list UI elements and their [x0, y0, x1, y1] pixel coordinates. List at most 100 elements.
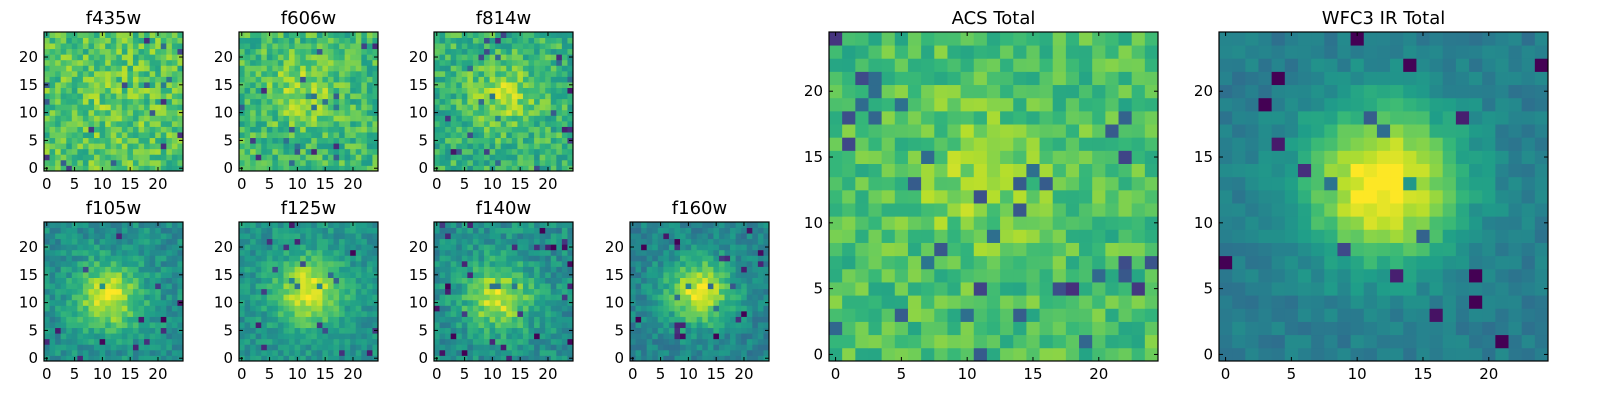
heatmap-cell [116, 333, 123, 340]
heatmap-cell [127, 59, 134, 66]
heatmap-cell [467, 159, 474, 166]
heatmap-cell [322, 310, 329, 317]
heatmap-cell [166, 283, 173, 290]
heatmap-cell [921, 189, 935, 204]
heatmap-cell [366, 322, 373, 329]
heatmap-cell [696, 310, 703, 317]
heatmap-cell [366, 355, 373, 362]
heatmap-cell [55, 82, 62, 88]
heatmap-cell [77, 148, 84, 155]
heatmap-cell [691, 294, 698, 301]
heatmap-cell [49, 143, 56, 150]
heatmap-cell [511, 115, 518, 122]
heatmap-cell [361, 238, 368, 245]
heatmap-cell [707, 299, 714, 306]
heatmap-cell [266, 48, 273, 55]
heatmap-cell [49, 277, 56, 284]
heatmap-cell [713, 299, 720, 306]
heatmap-cell [155, 120, 162, 127]
heatmap-cell [495, 322, 502, 329]
heatmap-cell [718, 238, 725, 245]
heatmap-cell [718, 344, 725, 351]
heatmap-cell [366, 244, 373, 251]
heatmap-cell [160, 344, 167, 351]
heatmap-cell [272, 120, 279, 127]
heatmap-cell [294, 294, 301, 301]
heatmap-cell [746, 238, 753, 245]
heatmap-cell [439, 227, 446, 234]
heatmap-cell [973, 255, 988, 270]
heatmap-cell [255, 272, 262, 278]
heatmap-cell [294, 344, 301, 351]
heatmap-cell [556, 48, 563, 55]
heatmap-cell [752, 294, 759, 301]
x-tick-label: 0 [432, 365, 442, 383]
heatmap-cell [144, 288, 151, 295]
heatmap-cell [166, 338, 173, 345]
heatmap-cell [355, 338, 362, 345]
heatmap-cell [472, 82, 479, 88]
heatmap-cell [261, 272, 268, 278]
heatmap-cell [702, 277, 709, 284]
heatmap-cell [305, 272, 312, 278]
heatmap-cell [467, 310, 474, 317]
heatmap-cell [294, 70, 301, 77]
heatmap-cell [539, 132, 546, 139]
heatmap-cell [500, 43, 507, 50]
heatmap-cell [166, 59, 173, 66]
heatmap-cell [316, 283, 323, 290]
heatmap-cell [99, 126, 106, 133]
heatmap-cell [311, 137, 318, 144]
heatmap-cell [77, 277, 84, 284]
heatmap-cell [528, 137, 535, 144]
heatmap-cell [1131, 308, 1146, 322]
heatmap-cell [77, 87, 84, 94]
heatmap-cell [630, 283, 636, 290]
heatmap-cell [652, 355, 659, 362]
heatmap-cell [66, 143, 73, 150]
heatmap-cell [445, 227, 452, 234]
heatmap-cell [489, 227, 496, 234]
heatmap-cell [261, 32, 268, 38]
heatmap-cell [763, 255, 770, 262]
heatmap-cell [355, 233, 362, 240]
heatmap-cell [339, 70, 346, 77]
heatmap-cell [94, 260, 100, 267]
heatmap-cell [71, 233, 78, 240]
heatmap-cell [361, 98, 368, 105]
heatmap-cell [239, 294, 245, 301]
heatmap-cell [741, 288, 748, 295]
heatmap-cell [355, 327, 362, 334]
heatmap-cell [506, 305, 513, 312]
heatmap-cell [511, 98, 518, 105]
heatmap-cell [539, 222, 546, 228]
heatmap-cell [316, 120, 323, 127]
heatmap-cell [534, 260, 541, 267]
heatmap-cell [277, 76, 284, 83]
heatmap-cell [327, 59, 334, 66]
heatmap-cell [289, 322, 295, 329]
heatmap-cell [166, 137, 173, 144]
heatmap-cell [339, 322, 346, 329]
heatmap-cell [450, 333, 457, 340]
heatmap-cell [272, 355, 279, 362]
heatmap-cell [1105, 242, 1119, 257]
heatmap-cell [132, 59, 139, 66]
heatmap-cell [522, 115, 529, 122]
heatmap-cell [99, 305, 106, 312]
heatmap-cell [691, 260, 698, 267]
heatmap-cell [894, 176, 909, 191]
heatmap-cell [539, 355, 546, 362]
heatmap-cell [472, 316, 479, 323]
heatmap-cell [456, 333, 463, 340]
heatmap-cell [894, 308, 909, 322]
heatmap-cell [467, 126, 474, 133]
heatmap-cell [652, 333, 659, 340]
heatmap-cell [94, 277, 100, 284]
heatmap-cell [350, 233, 357, 240]
heatmap-cell [691, 233, 698, 240]
heatmap-cell [735, 277, 742, 284]
heatmap-cell [333, 227, 340, 234]
heatmap-cell [277, 227, 284, 234]
